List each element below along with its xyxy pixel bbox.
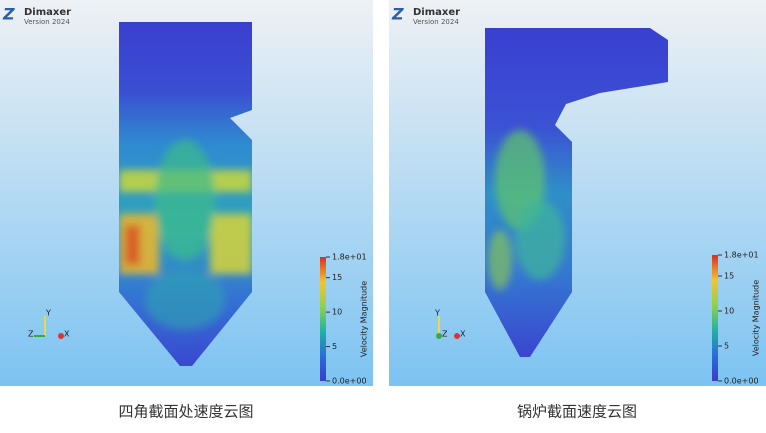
svg-text:Z: Z: [391, 5, 404, 24]
colorbar-tick-label: 5: [724, 342, 729, 351]
axis-label: Z: [28, 330, 34, 339]
colorbar-tick-label: 1.8e+01: [724, 251, 759, 260]
colorbar: [320, 257, 326, 381]
logo: Z Dimaxer Version 2024: [391, 5, 460, 27]
colorbar-title: Velocity Magnitude: [360, 281, 369, 357]
colorbar: [712, 255, 718, 381]
colorbar-tick-label: 0.0e+00: [724, 377, 759, 386]
logo-name: Dimaxer: [413, 7, 460, 18]
logo-name: Dimaxer: [24, 7, 71, 18]
colorbar-title: Velocity Magnitude: [752, 280, 761, 356]
velocity-field: [119, 22, 252, 366]
axis-gizmo: Y Z X: [434, 309, 466, 339]
caption: 锅炉截面速度云图: [517, 403, 637, 421]
axis-gizmo: Y Z X: [28, 309, 70, 339]
logo-version: Version 2024: [24, 18, 70, 26]
svg-text:Z: Z: [2, 5, 15, 24]
axis-label: X: [460, 330, 466, 339]
colorbar-tick-label: 10: [724, 307, 734, 316]
logo-version: Version 2024: [413, 18, 459, 26]
colorbar-tick-label: 15: [724, 272, 734, 281]
axis-label: Y: [434, 309, 440, 318]
axis-label: Y: [45, 309, 51, 318]
colorbar-tick-label: 15: [332, 273, 342, 282]
colorbar-tick-label: 0.0e+00: [332, 377, 367, 386]
colorbar-tick-label: 5: [332, 342, 337, 351]
axis-label: X: [64, 330, 70, 339]
colorbar-tick-label: 1.8e+01: [332, 253, 367, 262]
axis-label: Z: [442, 330, 448, 339]
caption: 四角截面处速度云图: [118, 403, 253, 421]
logo: Z Dimaxer Version 2024: [2, 5, 71, 27]
colorbar-tick-label: 10: [332, 308, 342, 317]
